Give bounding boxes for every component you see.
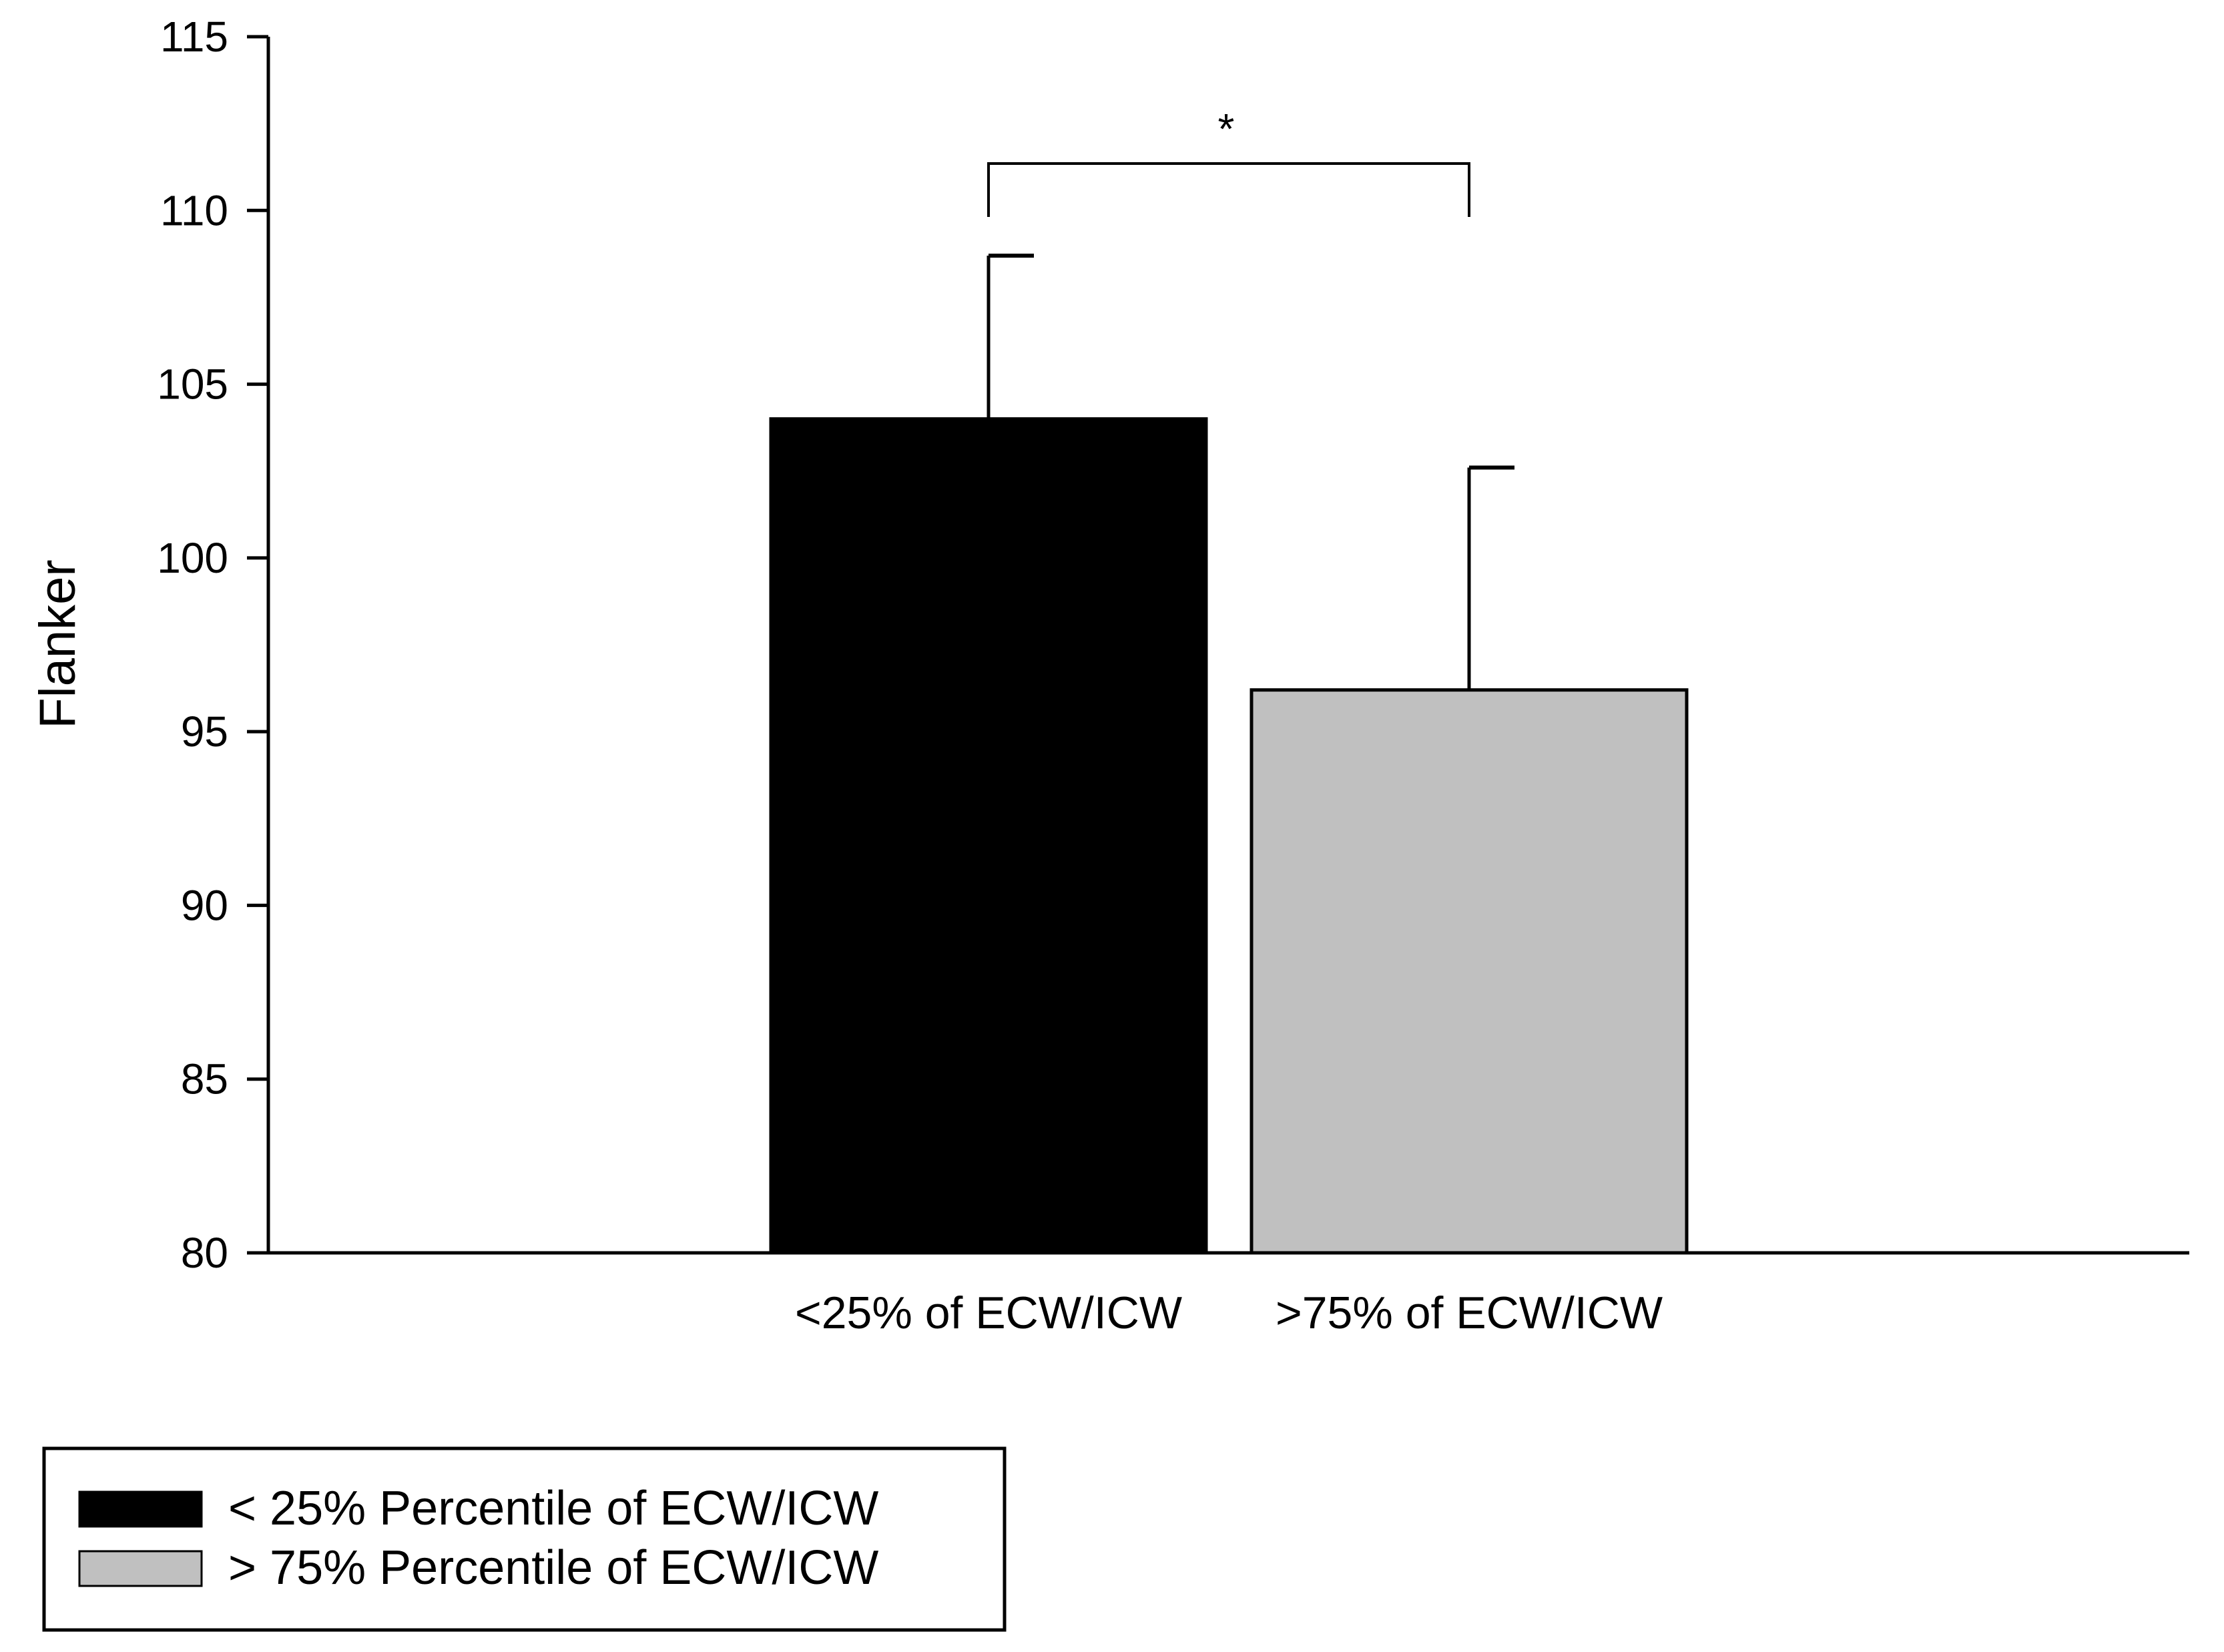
legend-label-high: > 75% Percentile of ECW/ICW xyxy=(228,1541,878,1595)
y-tick-label: 105 xyxy=(157,360,228,408)
y-tick-label: 115 xyxy=(160,13,228,61)
plot-area: 80 85 90 95 100 105 110 115 <25% of ECW/ICW >75% … xyxy=(157,13,2189,1338)
legend-label-low: < 25% Percentile of ECW/ICW xyxy=(228,1482,878,1535)
legend-box xyxy=(42,1446,1007,1632)
bar xyxy=(769,417,1208,1255)
x-category-label: <25% of ECW/ICW xyxy=(795,1288,1182,1338)
y-axis-label: Flanker xyxy=(29,559,86,728)
y-tick-label: 110 xyxy=(160,186,228,234)
legend: < 25% Percentile of ECW/ICW > 75% Percen… xyxy=(42,1446,1007,1632)
y-tick-label: 95 xyxy=(181,708,228,756)
y-tick-label: 100 xyxy=(157,534,228,582)
legend-swatch-high xyxy=(78,1550,203,1587)
y-tick-label: 80 xyxy=(181,1229,228,1277)
significance-bracket xyxy=(987,162,1470,217)
x-category-label: >75% of ECW/ICW xyxy=(1276,1288,1663,1338)
y-tick-label: 85 xyxy=(181,1055,228,1103)
significance-marker: * xyxy=(1218,105,1235,153)
bar xyxy=(1249,688,1689,1255)
y-tick-label: 90 xyxy=(181,881,228,929)
legend-swatch-low xyxy=(78,1490,203,1528)
